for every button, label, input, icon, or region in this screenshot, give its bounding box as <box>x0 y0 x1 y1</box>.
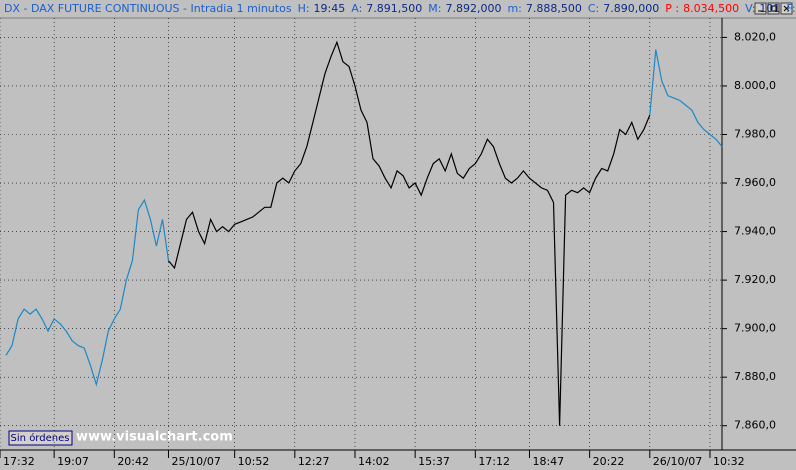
price-line <box>168 40 651 426</box>
icon <box>770 5 777 12</box>
window-buttons[interactable] <box>754 2 793 15</box>
x-tick-label: 20:42 <box>117 455 149 468</box>
y-tick-label: 7.920,0 <box>734 273 776 286</box>
x-tick-label: 26/10/07 <box>653 455 702 468</box>
x-tick-label: 12:27 <box>298 455 330 468</box>
status-button[interactable] <box>8 430 73 446</box>
price-line <box>5 49 723 387</box>
y-tick-label: 8.020,0 <box>734 30 776 43</box>
x-tick-label: 18:47 <box>532 455 564 468</box>
header-value: 7.892,000 <box>445 2 501 15</box>
watermark: www.visualchart.com <box>76 430 233 445</box>
x-tick-label: 20:22 <box>593 455 625 468</box>
x-tick-label: 14:02 <box>358 455 390 468</box>
x-tick-label: 25/10/07 <box>171 455 220 468</box>
x-tick-label: 17:32 <box>3 455 35 468</box>
header-bar <box>0 0 796 18</box>
y-tick-label: 8.000,0 <box>734 79 776 92</box>
y-tick-label: 7.900,0 <box>734 322 776 335</box>
y-tick-label: 7.860,0 <box>734 419 776 432</box>
y-tick-label: 7.940,0 <box>734 225 776 238</box>
chart-title: DX - DAX FUTURE CONTINUOUS - Intradia 1 … <box>4 2 292 15</box>
header-label: H: <box>298 2 310 15</box>
header-label: V: <box>745 2 755 15</box>
header-label: P : <box>665 2 679 15</box>
x-tick-label: 17:12 <box>478 455 510 468</box>
header-value: 8.034,500 <box>683 2 739 15</box>
header-value: 7.888,500 <box>526 2 582 15</box>
y-tick-label: 7.960,0 <box>734 176 776 189</box>
x-tick-label: 10:32 <box>713 455 745 468</box>
header-label: F: <box>786 2 795 15</box>
x-tick-label: 10:52 <box>238 455 270 468</box>
header-value: 7.890,000 <box>603 2 659 15</box>
header-label: C: <box>588 2 599 15</box>
y-tick-label: 7.980,0 <box>734 127 776 140</box>
icon <box>783 5 790 12</box>
header-value: 19:45 <box>314 2 346 15</box>
header-label: m: <box>507 2 521 15</box>
x-tick-label: 15:37 <box>418 455 450 468</box>
status-button-label[interactable]: Sin órdenes <box>11 432 70 444</box>
x-tick-label: 19:07 <box>57 455 89 468</box>
maximize-button[interactable] <box>767 2 780 15</box>
minimize-button[interactable] <box>754 2 767 15</box>
y-tick-label: 7.880,0 <box>734 370 776 383</box>
header-value: 101 <box>759 2 780 15</box>
header-label: A: <box>351 2 362 15</box>
header-fields: H: 19:45 A: 7.891,500 M: 7.892,000 m: 7.888,500… <box>298 2 796 15</box>
header-label: M: <box>428 2 441 15</box>
header-value: 7.891,500 <box>366 2 422 15</box>
